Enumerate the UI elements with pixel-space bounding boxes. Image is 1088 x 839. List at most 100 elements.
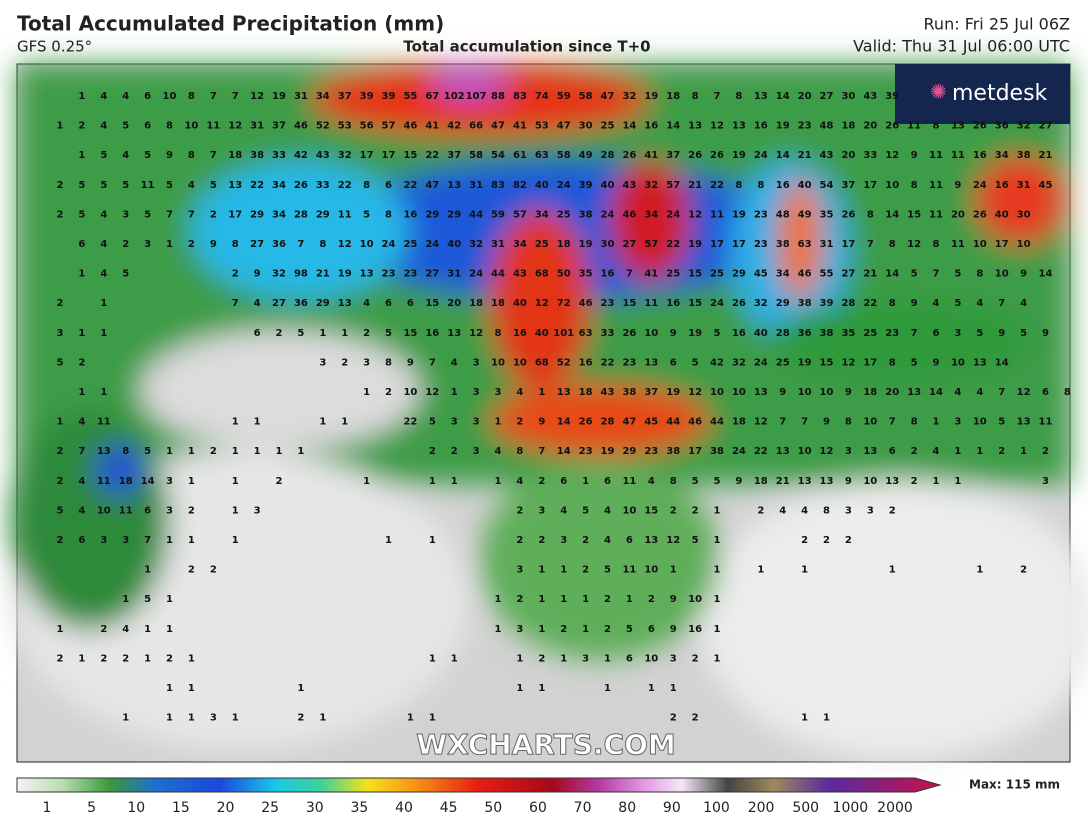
value-label: 7 — [538, 446, 545, 457]
value-label: 12 — [338, 239, 352, 250]
value-label: 4 — [648, 476, 655, 487]
value-label: 1 — [166, 624, 173, 635]
value-label: 40 — [535, 180, 549, 191]
value-label: 16 — [688, 624, 702, 635]
value-label: 1 — [254, 417, 261, 428]
value-label: 19 — [338, 269, 352, 280]
value-label: 8 — [670, 476, 677, 487]
value-label: 29 — [776, 298, 790, 309]
value-label: 2 — [516, 505, 523, 516]
value-label: 28 — [776, 328, 790, 339]
value-label: 2 — [757, 505, 764, 516]
value-label: 1 — [166, 713, 173, 724]
value-label: 2 — [1042, 446, 1049, 457]
value-label: 59 — [557, 91, 571, 102]
value-label: 35 — [841, 328, 855, 339]
value-label: 2 — [692, 505, 699, 516]
value-label: 54 — [820, 180, 834, 191]
value-label: 1 — [188, 446, 195, 457]
value-label: 3 — [538, 505, 545, 516]
value-label: 14 — [1039, 269, 1053, 280]
value-label: 8 — [319, 239, 326, 250]
value-label: 41 — [425, 121, 439, 132]
value-label: 24 — [754, 357, 768, 368]
value-label: 2 — [560, 624, 567, 635]
value-label: 16 — [513, 328, 527, 339]
value-label: 107 — [466, 91, 487, 102]
value-label: 10 — [951, 357, 965, 368]
value-label: 1 — [341, 328, 348, 339]
value-label: 9 — [254, 269, 261, 280]
value-label: 5 — [122, 180, 129, 191]
value-label: 23 — [382, 269, 396, 280]
value-label: 25 — [776, 357, 790, 368]
value-label: 8 — [363, 180, 370, 191]
colorbar-label: 15 — [172, 800, 190, 816]
value-label: 1 — [363, 476, 370, 487]
value-label: 6 — [626, 535, 633, 546]
value-label: 1 — [188, 535, 195, 546]
value-label: 16 — [973, 150, 987, 161]
value-label: 22 — [666, 239, 680, 250]
value-label: 1 — [823, 713, 830, 724]
value-label: 23 — [644, 446, 658, 457]
value-label: 1 — [166, 683, 173, 694]
colorbar-label: 500 — [792, 800, 819, 816]
value-label: 68 — [535, 357, 549, 368]
value-label: 15 — [907, 209, 921, 220]
value-label: 2 — [78, 121, 85, 132]
value-label: 2 — [210, 446, 217, 457]
value-label: 5 — [78, 209, 85, 220]
value-label: 3 — [166, 476, 173, 487]
value-label: 41 — [644, 150, 658, 161]
value-label: 15 — [688, 298, 702, 309]
precip-field — [10, 64, 1088, 760]
value-label: 1 — [582, 624, 589, 635]
value-label: 1 — [232, 476, 239, 487]
value-label: 6 — [889, 446, 896, 457]
value-label: 83 — [513, 91, 527, 102]
value-label: 1 — [976, 446, 983, 457]
value-label: 14 — [885, 269, 899, 280]
value-label: 30 — [579, 121, 593, 132]
value-label: 5 — [714, 328, 721, 339]
value-label: 102 — [444, 91, 465, 102]
value-label: 2 — [604, 624, 611, 635]
value-label: 19 — [579, 239, 593, 250]
value-label: 6 — [78, 239, 85, 250]
value-label: 38 — [622, 387, 636, 398]
value-label: 10 — [973, 417, 987, 428]
value-label: 14 — [557, 446, 571, 457]
value-label: 2 — [538, 653, 545, 664]
value-label: 12 — [469, 328, 483, 339]
value-label: 15 — [644, 505, 658, 516]
value-label: 39 — [820, 298, 834, 309]
value-label: 15 — [425, 298, 439, 309]
value-label: 61 — [513, 150, 527, 161]
value-label: 1 — [122, 594, 129, 605]
value-label: 9 — [779, 387, 786, 398]
value-label: 13 — [97, 446, 111, 457]
value-label: 4 — [516, 476, 523, 487]
value-label: 10 — [403, 387, 417, 398]
value-label: 19 — [776, 121, 790, 132]
value-label: 2 — [188, 565, 195, 576]
value-label: 19 — [688, 239, 702, 250]
value-label: 32 — [622, 91, 636, 102]
value-label: 24 — [425, 239, 439, 250]
value-label: 34 — [513, 239, 527, 250]
value-label: 3 — [451, 417, 458, 428]
value-label: 22 — [250, 180, 264, 191]
value-label: 1 — [538, 387, 545, 398]
value-label: 6 — [144, 121, 151, 132]
value-label: 17 — [863, 180, 877, 191]
value-label: 72 — [557, 298, 571, 309]
value-label: 1 — [495, 476, 502, 487]
value-label: 18 — [469, 298, 483, 309]
value-label: 26 — [885, 121, 899, 132]
value-label: 16 — [995, 180, 1009, 191]
value-label: 5 — [57, 357, 64, 368]
value-label: 13 — [557, 387, 571, 398]
value-label: 23 — [754, 209, 768, 220]
